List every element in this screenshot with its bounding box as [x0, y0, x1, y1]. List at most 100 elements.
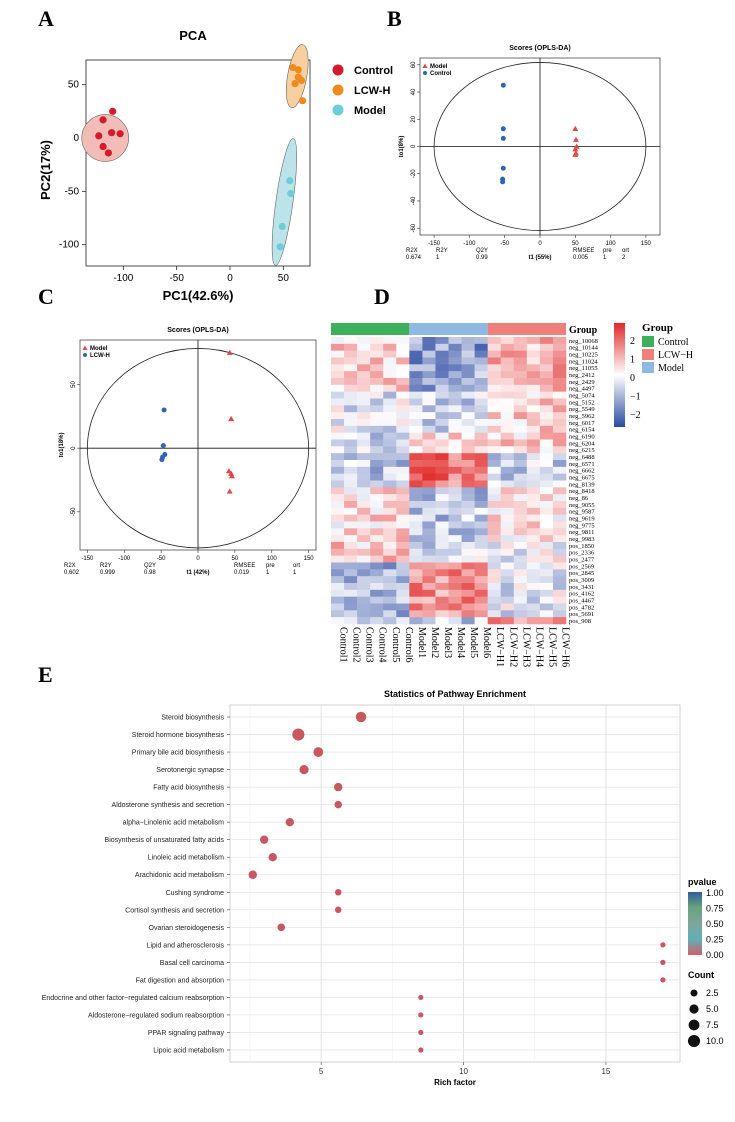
heatmap-cell: [396, 425, 410, 433]
heatmap-cell: [409, 419, 423, 427]
heatmap-cell: [357, 542, 371, 550]
heatmap-cell: [526, 412, 541, 420]
heatmap-cell: [331, 535, 345, 543]
pca-point-control: [104, 149, 112, 157]
pathway-category-label: Biosynthesis of unsaturated fatty acids: [105, 837, 225, 844]
heatmap-cell: [435, 364, 449, 372]
heatmap-cell: [500, 364, 515, 372]
heatmap-cell: [513, 576, 528, 584]
pathway-category-label: Arachidonic acid metabolism: [135, 872, 224, 879]
heatmap-cell: [409, 501, 423, 509]
heatmap-cell: [539, 378, 554, 386]
heatmap-cell: [474, 425, 488, 433]
panel-label-b: B: [387, 6, 402, 31]
heatmap-cell: [539, 371, 554, 379]
heatmap-cell: [513, 405, 528, 413]
pathway-dot: [334, 782, 343, 792]
heatmap-cell: [383, 350, 397, 358]
pathway-category-label: alpha−Linolenic acid metabolism: [123, 820, 225, 827]
opls-c-stat-header: ort: [293, 563, 300, 569]
heatmap-cell: [409, 603, 423, 611]
heatmap-cell: [331, 453, 345, 461]
heatmap-cell: [448, 487, 462, 495]
heatmap-cell: [448, 494, 462, 502]
heatmap-cell: [409, 350, 423, 358]
pca-point-model: [286, 177, 294, 185]
heatmap-cell: [500, 542, 515, 550]
heatmap-cell: [461, 494, 475, 502]
heatmap-row-label: pos_3009: [569, 577, 594, 584]
opls-c-legend-marker: [82, 345, 88, 350]
pca-x-axis-label: PC1(42.6%): [163, 288, 234, 303]
heatmap-cell: [409, 548, 423, 556]
heatmap-cell: [552, 391, 567, 399]
heatmap-cell: [513, 610, 528, 618]
heatmap-cell: [500, 603, 515, 611]
pca-x-tick-label: -100: [113, 273, 133, 284]
heatmap-cell: [357, 555, 371, 563]
heatmap-cell: [344, 357, 358, 365]
heatmap-cell: [409, 562, 423, 570]
panel-label-c: C: [38, 284, 54, 309]
heatmap-cell: [396, 473, 410, 481]
heatmap-cell: [513, 343, 528, 351]
heatmap-cell: [396, 343, 410, 351]
heatmap-cell: [539, 405, 554, 413]
heatmap-cell: [435, 432, 449, 440]
heatmap-cell: [357, 378, 371, 386]
heatmap-cell: [370, 583, 384, 591]
heatmap-cell: [435, 535, 449, 543]
heatmap-cell: [526, 405, 541, 413]
opls-c-x-tick-label: -50: [157, 556, 166, 562]
heatmap-group-bar: [409, 323, 488, 335]
heatmap-row-label: pos_2569: [569, 563, 594, 570]
opls-c-point-lcw-h: [160, 443, 166, 449]
heatmap-cell: [487, 378, 502, 386]
heatmap-cell: [357, 425, 371, 433]
heatmap-row-label: neg_11024: [569, 358, 598, 365]
heatmap-scale-tick: 0: [630, 373, 635, 384]
opls-b-stat-value: 1: [603, 255, 607, 261]
opls-b-y-tick-label: 60: [411, 61, 417, 68]
heatmap-column-label: Control3: [364, 627, 375, 663]
heatmap-cell: [513, 548, 528, 556]
heatmap-cell: [448, 384, 462, 392]
heatmap-cell: [344, 378, 358, 386]
heatmap-cell: [500, 378, 515, 386]
heatmap-cell: [344, 569, 358, 577]
pca-x-tick-label: -50: [169, 273, 184, 284]
heatmap-cell: [474, 514, 488, 522]
heatmap-cell: [344, 514, 358, 522]
heatmap-cell: [539, 343, 554, 351]
heatmap-cell: [409, 473, 423, 481]
heatmap-cell: [383, 480, 397, 488]
heatmap-cell: [396, 378, 410, 386]
heatmap-cell: [422, 446, 436, 454]
heatmap-cell: [487, 521, 502, 529]
heatmap-row-label: neg_9811: [569, 529, 594, 536]
heatmap-cell: [539, 617, 554, 625]
heatmap-cell: [435, 357, 449, 365]
heatmap-cell: [513, 453, 528, 461]
heatmap-cell: [422, 603, 436, 611]
opls-b-y-tick-label: 0: [411, 144, 417, 148]
heatmap-cell: [552, 542, 567, 550]
heatmap-cell: [474, 535, 488, 543]
heatmap-row-label: neg_9983: [569, 536, 595, 543]
oplsda-chart-model-lcwh: Scores (OPLS-DA) -150 -100 -50 0 50 100 150 50 0 -…: [59, 327, 317, 576]
heatmap-cell: [383, 337, 397, 345]
heatmap-cell: [383, 562, 397, 570]
heatmap-cell: [448, 425, 462, 433]
heatmap-cell: [422, 378, 436, 386]
heatmap-cell: [552, 501, 567, 509]
heatmap-row-label: neg_6215: [569, 447, 595, 454]
heatmap-cell: [539, 521, 554, 529]
heatmap-cell: [383, 569, 397, 577]
pathway-category-label: Lipid and atherosclerosis: [147, 942, 225, 949]
heatmap-cell: [331, 378, 345, 386]
pathway-category-label: Lipoic acid metabolism: [153, 1048, 224, 1055]
heatmap-cell: [526, 617, 541, 625]
heatmap-cell: [539, 589, 554, 597]
heatmap-cell: [539, 583, 554, 591]
heatmap-cell: [383, 446, 397, 454]
